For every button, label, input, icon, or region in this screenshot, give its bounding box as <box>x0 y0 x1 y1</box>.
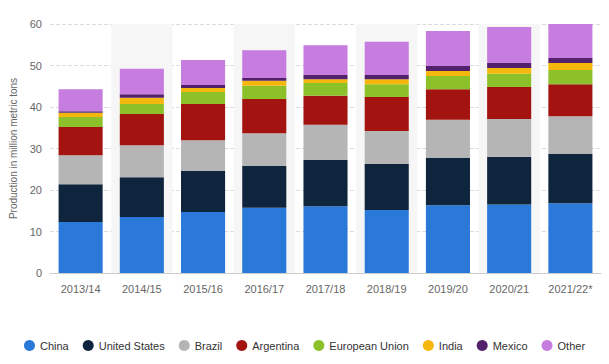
svg-text:Production in million metric t: Production in million metric tons <box>8 78 19 219</box>
svg-text:Other: Other <box>558 340 586 352</box>
svg-text:2013/14: 2013/14 <box>61 283 101 295</box>
svg-text:0: 0 <box>36 267 42 279</box>
svg-text:50: 50 <box>30 60 42 72</box>
svg-text:Argentina: Argentina <box>252 340 300 352</box>
svg-text:2018/19: 2018/19 <box>367 283 407 295</box>
svg-text:2017/18: 2017/18 <box>306 283 346 295</box>
svg-text:2016/17: 2016/17 <box>244 283 284 295</box>
svg-text:10: 10 <box>30 226 42 238</box>
svg-text:40: 40 <box>30 101 42 113</box>
svg-text:20: 20 <box>30 184 42 196</box>
svg-text:China: China <box>40 340 70 352</box>
svg-text:2015/16: 2015/16 <box>183 283 223 295</box>
svg-text:30: 30 <box>30 143 42 155</box>
svg-text:India: India <box>439 340 464 352</box>
svg-text:2021/22*: 2021/22* <box>548 283 593 295</box>
svg-text:60: 60 <box>30 18 42 30</box>
svg-text:Mexico: Mexico <box>493 340 528 352</box>
svg-text:2020/21: 2020/21 <box>489 283 529 295</box>
svg-text:2014/15: 2014/15 <box>122 283 162 295</box>
svg-text:European Union: European Union <box>329 340 409 352</box>
svg-text:United States: United States <box>99 340 166 352</box>
svg-text:Brazil: Brazil <box>195 340 223 352</box>
svg-text:2019/20: 2019/20 <box>428 283 468 295</box>
